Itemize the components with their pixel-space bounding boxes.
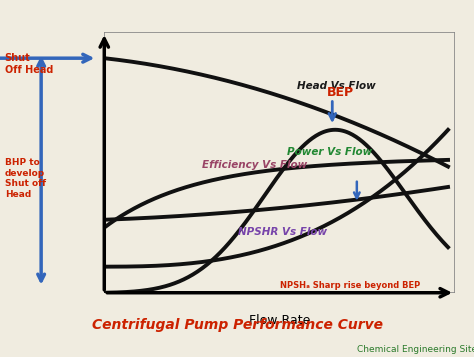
Text: BEP: BEP bbox=[327, 86, 354, 99]
Text: Efficiency Vs Flow: Efficiency Vs Flow bbox=[202, 160, 308, 170]
Text: BHP to
develop
Shut off
Head: BHP to develop Shut off Head bbox=[5, 159, 46, 198]
Text: Power Vs Flow: Power Vs Flow bbox=[287, 147, 372, 157]
Text: NPSHR Vs Flow: NPSHR Vs Flow bbox=[237, 227, 327, 237]
Text: NPSHₐ Sharp rise beyond BEP: NPSHₐ Sharp rise beyond BEP bbox=[280, 281, 420, 290]
Bar bbox=[104, 32, 455, 293]
Text: Head Vs Flow: Head Vs Flow bbox=[297, 81, 376, 91]
Text: Centrifugal Pump Performance Curve: Centrifugal Pump Performance Curve bbox=[91, 318, 383, 332]
Text: Flow Rate: Flow Rate bbox=[249, 313, 310, 327]
Text: Shut
Off Head: Shut Off Head bbox=[5, 54, 53, 75]
Text: Chemical Engineering Site: Chemical Engineering Site bbox=[357, 345, 474, 355]
